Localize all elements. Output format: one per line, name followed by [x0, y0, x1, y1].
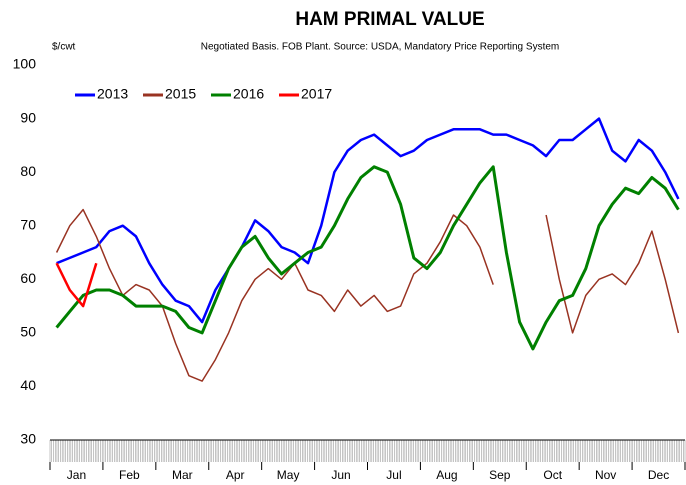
x-tick-label: Oct — [543, 468, 562, 482]
series-line — [55, 262, 98, 308]
y-tick-label: 80 — [20, 163, 36, 179]
y-tick-label: 50 — [20, 324, 36, 340]
series-line — [55, 165, 680, 351]
x-tick-label: Nov — [595, 468, 616, 482]
legend-label: 2016 — [233, 86, 264, 102]
legend-label: 2017 — [301, 86, 332, 102]
y-tick-label: 100 — [13, 56, 37, 72]
x-tick-label: Dec — [648, 468, 669, 482]
x-tick-label: Jul — [386, 468, 401, 482]
y-tick-label: 90 — [20, 109, 36, 125]
series-line — [55, 208, 680, 382]
y-tick-label: 30 — [20, 431, 36, 447]
x-tick-label: Feb — [119, 468, 140, 482]
x-tick-label: Apr — [226, 468, 245, 482]
x-tick-label: Mar — [172, 468, 193, 482]
y-axis-label: $/cwt — [52, 42, 76, 53]
x-tick-label: Jan — [67, 468, 86, 482]
y-tick-label: 40 — [20, 377, 36, 393]
x-tick-label: Sep — [489, 468, 511, 482]
y-tick-label: 70 — [20, 216, 36, 232]
chart-title: HAM PRIMAL VALUE — [295, 9, 484, 30]
series-line — [56, 117, 680, 324]
legend-label: 2015 — [165, 86, 196, 102]
legend-label: 2013 — [97, 86, 128, 102]
x-tick-label: May — [277, 468, 300, 482]
x-tick-label: Jun — [331, 468, 350, 482]
chart-subtitle: Negotiated Basis. FOB Plant. Source: USD… — [201, 42, 560, 53]
x-tick-label: Aug — [436, 468, 457, 482]
y-tick-label: 60 — [20, 270, 36, 286]
